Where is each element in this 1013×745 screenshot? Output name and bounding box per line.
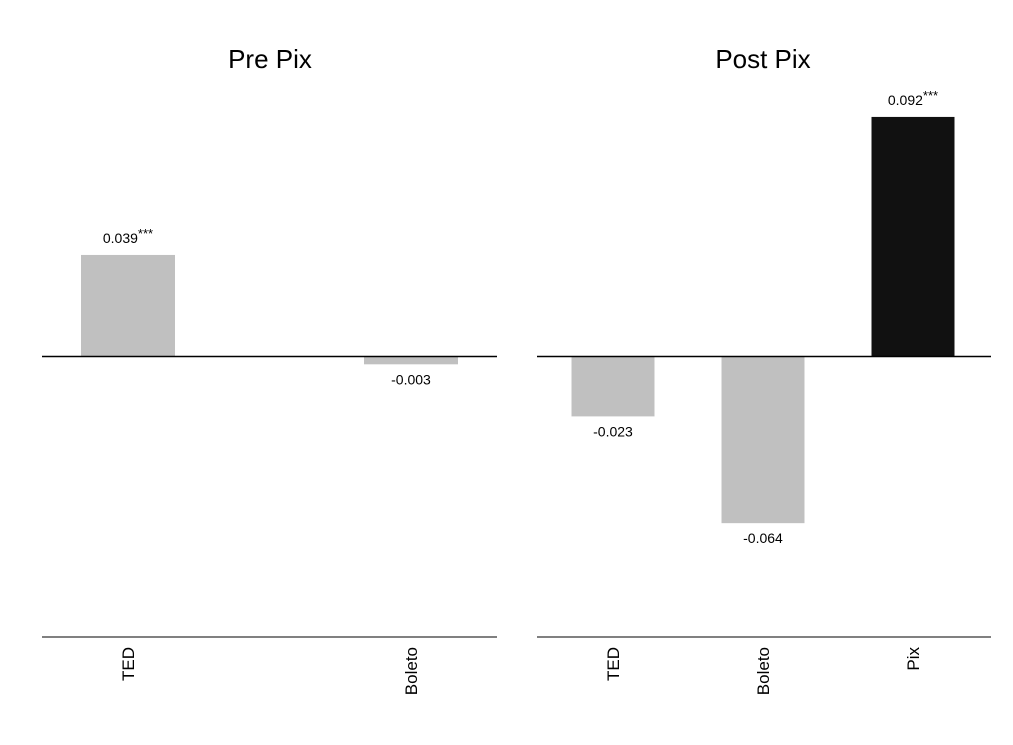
pre-pix-tick-label-ted: TED [119, 647, 138, 681]
post-pix-value-label-ted: -0.023 [593, 423, 633, 439]
post-pix-tick-label-boleto: Boleto [754, 647, 773, 695]
pre-pix-panel: Pre Pix 0.039*** TED -0.003 Boleto [42, 44, 497, 695]
post-pix-title: Post Pix [715, 44, 810, 74]
pre-pix-value-label-boleto: -0.003 [391, 371, 431, 387]
post-pix-bar-ted [571, 356, 655, 417]
post-pix-bar-boleto [721, 356, 805, 524]
pre-pix-value-label-ted: 0.039*** [103, 226, 153, 246]
pre-pix-bar-boleto [364, 356, 458, 365]
pre-pix-title: Pre Pix [228, 44, 312, 74]
post-pix-value-label-pix: 0.092*** [888, 88, 938, 108]
post-pix-value-label-boleto: -0.064 [743, 530, 783, 546]
pre-pix-tick-label-boleto: Boleto [402, 647, 421, 695]
post-pix-significance-pix: *** [923, 88, 938, 103]
post-pix-tick-label-ted: TED [604, 647, 623, 681]
post-pix-panel: Post Pix -0.023 TED -0.064 Boleto 0.092*** Pi… [537, 44, 991, 695]
post-pix-bar-pix [871, 116, 955, 357]
post-pix-tick-label-pix: Pix [904, 647, 923, 671]
pre-pix-significance-ted: *** [138, 226, 153, 241]
pre-pix-bar-ted [81, 254, 175, 357]
